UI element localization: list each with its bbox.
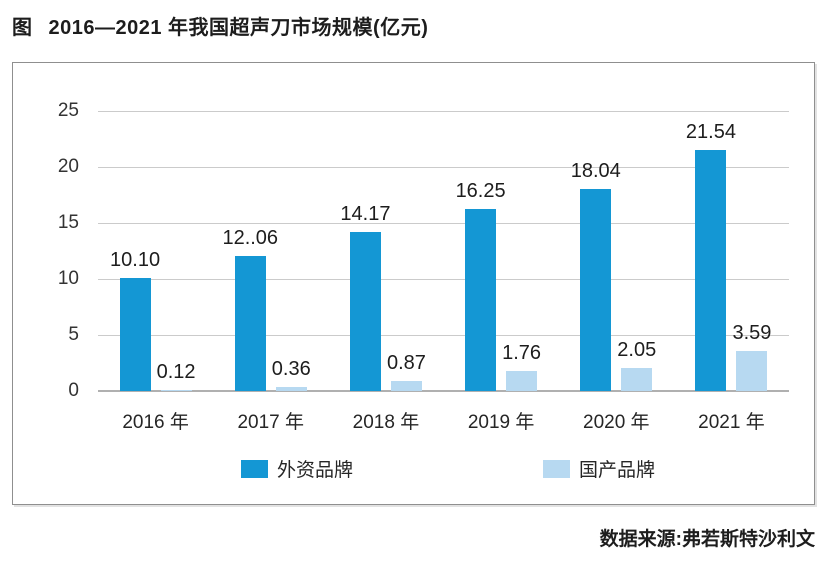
legend-label-domestic: 国产品牌 bbox=[579, 460, 656, 481]
bar-group: 16.25 1.76 bbox=[444, 111, 559, 391]
chart-panel: 10.10 0.12 12..06 0.36 14.17 0.87 16.25 1.76 18.… bbox=[12, 62, 815, 505]
x-tick-label: 2018 年 bbox=[352, 412, 420, 433]
bar-foreign bbox=[349, 232, 381, 391]
bar-slot: 1.76 bbox=[502, 111, 541, 391]
bar-domestic bbox=[736, 350, 768, 391]
bar-foreign bbox=[234, 255, 266, 391]
y-tick-label: 25 bbox=[57, 100, 79, 121]
bar-domestic bbox=[160, 389, 192, 391]
bar-value-label: 0.87 bbox=[386, 352, 426, 375]
x-tick-label: 2019 年 bbox=[467, 412, 535, 433]
legend-item-domestic: 国产品牌 bbox=[543, 455, 655, 482]
bar-slot: 18.04 bbox=[571, 111, 621, 391]
data-source: 数据来源:弗若斯特沙利文 bbox=[599, 529, 815, 550]
x-tick-label: 2016 年 bbox=[122, 412, 189, 433]
bar-value-label: 14.17 bbox=[340, 203, 391, 226]
figure-title: 图 2016—2021 年我国超声刀市场规模(亿元) bbox=[12, 11, 428, 40]
bar-groups: 10.10 0.12 12..06 0.36 14.17 0.87 16.25 1.76 18.… bbox=[98, 111, 789, 391]
y-tick-label: 0 bbox=[68, 380, 79, 401]
y-tick-label: 15 bbox=[57, 212, 79, 233]
bar-domestic bbox=[506, 371, 538, 391]
gridline bbox=[98, 335, 789, 336]
bar-value-label: 2.05 bbox=[617, 339, 657, 362]
legend-swatch-domestic bbox=[543, 459, 570, 478]
bar-group: 21.54 3.59 bbox=[674, 111, 789, 391]
gridline bbox=[98, 223, 789, 224]
x-tick-label: 2017 年 bbox=[237, 412, 305, 433]
gridline bbox=[98, 167, 789, 168]
bar-domestic bbox=[390, 381, 422, 391]
legend-label-foreign: 外资品牌 bbox=[277, 460, 354, 481]
bar-value-label: 0.12 bbox=[156, 360, 196, 383]
bar-value-label: 3.59 bbox=[732, 321, 772, 344]
bar-value-label: 16.25 bbox=[455, 180, 506, 202]
bar-value-label: 10.10 bbox=[110, 248, 161, 271]
legend: 外资品牌 国产品牌 bbox=[13, 455, 814, 482]
x-tick-label: 2021 年 bbox=[698, 412, 765, 433]
bar-foreign bbox=[465, 209, 497, 391]
bar-slot: 16.25 bbox=[456, 111, 506, 391]
bar-foreign bbox=[119, 277, 151, 391]
bar-value-label: 1.76 bbox=[502, 342, 542, 365]
bar-group: 10.10 0.12 bbox=[98, 111, 213, 391]
bar-value-label: 21.54 bbox=[685, 120, 736, 143]
bar-group: 14.17 0.87 bbox=[328, 111, 443, 391]
gridline bbox=[98, 279, 789, 280]
x-axis: 2016 年 2017 年 2018 年 2019 年 2020 年 2021 年 bbox=[98, 407, 789, 434]
bar-slot: 10.10 bbox=[110, 111, 160, 391]
bar-slot: 21.54 bbox=[686, 111, 736, 391]
x-tick-label: 2020 年 bbox=[583, 412, 650, 433]
legend-swatch-foreign bbox=[241, 459, 268, 478]
bar-domestic bbox=[621, 368, 653, 391]
y-tick-label: 5 bbox=[68, 324, 79, 345]
figure-title-text: 2016—2021 年我国超声刀市场规模(亿元) bbox=[48, 17, 429, 39]
bar-foreign bbox=[695, 149, 727, 391]
bar-foreign bbox=[580, 188, 612, 391]
bar-slot: 2.05 bbox=[617, 111, 656, 391]
legend-item-foreign: 外资品牌 bbox=[241, 455, 353, 482]
plot-area: 10.10 0.12 12..06 0.36 14.17 0.87 16.25 1.76 18.… bbox=[98, 111, 789, 392]
bar-slot: 0.36 bbox=[272, 111, 311, 391]
bar-slot: 3.59 bbox=[732, 111, 771, 391]
bar-value-label: 0.36 bbox=[271, 357, 311, 380]
bar-slot: 14.17 bbox=[340, 111, 390, 391]
bar-slot: 0.12 bbox=[157, 111, 196, 391]
bar-value-label: 18.04 bbox=[570, 159, 621, 182]
bar-slot: 0.87 bbox=[387, 111, 426, 391]
bar-value-label: 12..06 bbox=[222, 226, 279, 249]
y-tick-label: 10 bbox=[57, 268, 79, 289]
y-tick-label: 20 bbox=[57, 156, 79, 177]
bar-slot: 12..06 bbox=[222, 111, 278, 391]
gridline bbox=[98, 111, 789, 112]
bar-group: 12..06 0.36 bbox=[213, 111, 328, 391]
bar-domestic bbox=[275, 386, 307, 391]
bar-group: 18.04 2.05 bbox=[559, 111, 674, 391]
x-axis-line bbox=[98, 390, 789, 392]
figure-label: 图 bbox=[12, 17, 33, 39]
